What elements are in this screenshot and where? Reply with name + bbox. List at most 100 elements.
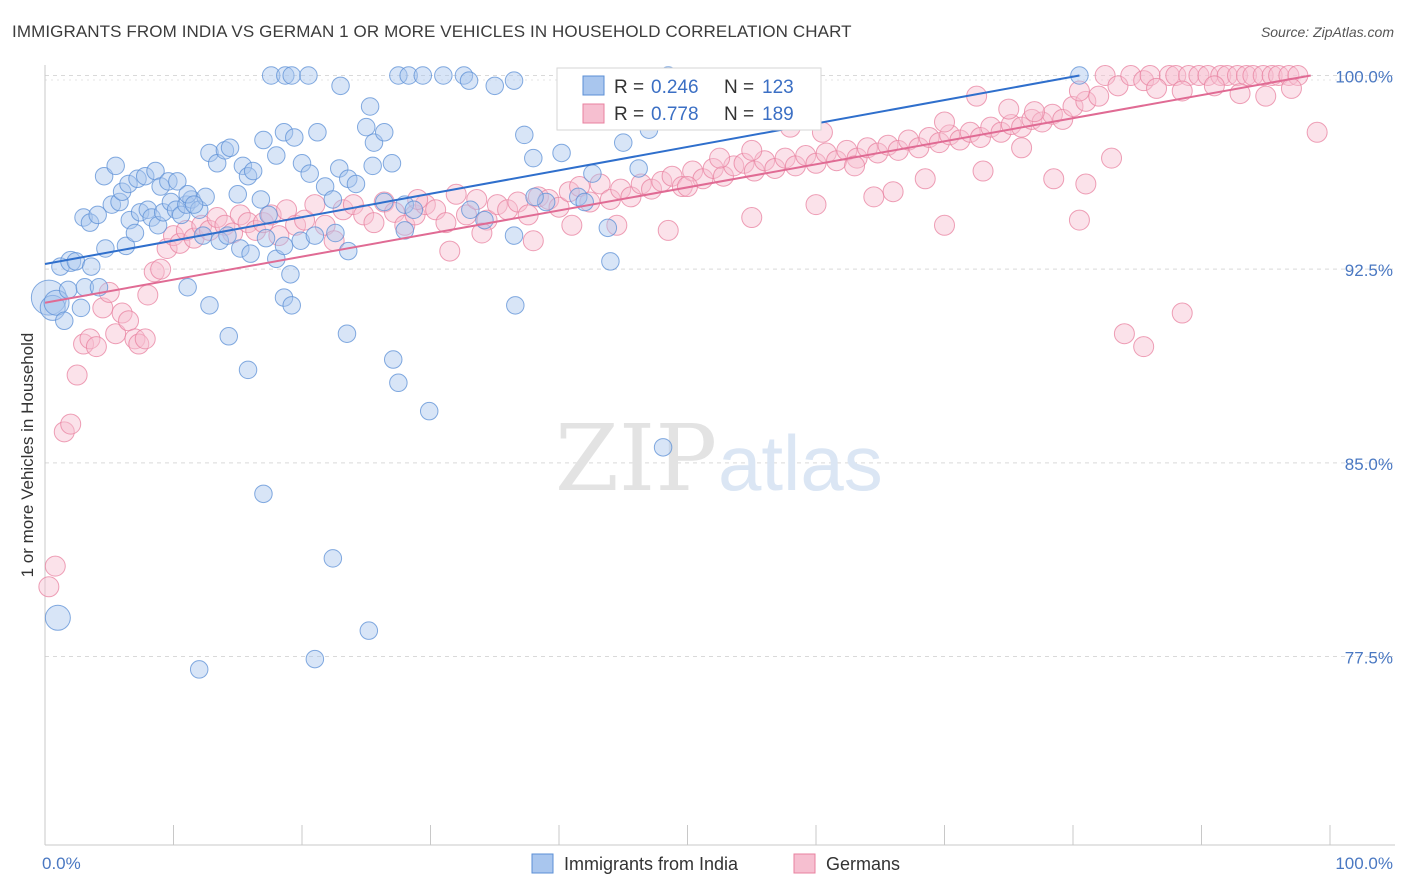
india-point [413,66,433,85]
german-point [105,323,127,345]
india-point [261,66,281,85]
india-point [254,484,273,504]
india-point [112,182,132,201]
german-point [44,555,66,577]
german-point [1171,80,1193,102]
india-point [337,324,357,343]
german-point [558,181,580,203]
german-point [898,129,920,151]
india-point [506,296,525,315]
india-point [80,213,100,232]
german-point [1133,336,1155,358]
india-point [254,130,273,150]
india-point [228,185,247,204]
german-point [1068,209,1090,231]
india-point [504,71,524,90]
india-point [119,174,138,194]
german-point [134,328,156,350]
german-point [1226,64,1248,86]
german-point [486,194,508,216]
india-point [583,164,602,183]
india-point [536,192,556,212]
india-point [135,166,155,186]
german-point [1165,64,1187,86]
india-point [219,327,239,346]
german-point [137,284,159,306]
source-label: Source: ZipAtlas.com [1260,24,1394,40]
india-point [106,156,125,176]
india-point [256,228,276,248]
india-point [259,205,278,225]
india-point [399,66,418,85]
tick-labels: 100.0% 92.5% 85.0% 77.5% 0.0% 100.0% [42,67,1393,873]
german-point [972,160,994,182]
german-point [118,310,140,332]
india-point [525,187,544,207]
india-point [300,164,319,183]
india-point [267,146,286,165]
german-point [1075,173,1097,195]
x-tick-label-0: 0.0% [42,854,81,873]
india-point [504,226,524,245]
german-point [1041,103,1063,125]
german-point [1011,137,1033,159]
india-point [142,208,161,227]
german-point [774,147,796,169]
india-point [601,252,620,271]
legend-n-label-german: N = [724,104,754,125]
india-point [55,311,74,331]
india-point [305,649,325,669]
german-point [66,364,88,386]
german-point [268,225,290,247]
india-point [389,66,408,85]
y-tick-label-3: 77.5% [1345,648,1393,667]
india-point [360,97,380,116]
india-point [515,125,534,145]
india-point [461,200,480,220]
india-point [74,208,93,227]
india-point [389,373,408,393]
german-trend-line [44,74,1311,304]
german-point [304,194,326,216]
german-point [1203,75,1225,97]
german-point [1068,80,1090,102]
german-point [1158,64,1180,86]
india-point [125,223,145,243]
legend-n-value-india: 123 [762,77,794,98]
german-point [60,413,82,435]
india-point [419,401,439,421]
german-point [538,188,560,210]
german-point [657,219,679,241]
india-point [274,236,294,256]
y-tick-label-1: 92.5% [1345,261,1393,280]
india-point [285,128,304,147]
german-point [1210,64,1232,86]
german-point [314,214,336,236]
german-point [522,230,544,252]
german-point [934,111,955,133]
y-tick-label-2: 85.0% [1345,455,1393,474]
bottom-legend-swatch-german [793,853,816,874]
india-point [454,66,474,85]
y-tick-label-0: 100.0% [1335,67,1393,86]
german-point [836,139,858,161]
german-point [1094,64,1116,86]
german-point [882,181,904,203]
india-point [346,174,366,194]
india-point [485,76,504,96]
india-point [215,141,235,160]
german-point [569,176,591,198]
legend-r-label-german: R = [614,104,644,125]
legend-n-value-german: 189 [762,104,794,125]
german-point [702,157,724,179]
india-point [238,166,258,186]
german-point [384,201,406,223]
india-point [94,166,114,186]
german-point [1188,64,1210,86]
series-legend: Immigrants from India Germans [531,853,900,874]
india-point [404,200,424,220]
india-point [395,221,415,240]
german-point [741,139,763,161]
india-points [30,66,1089,679]
